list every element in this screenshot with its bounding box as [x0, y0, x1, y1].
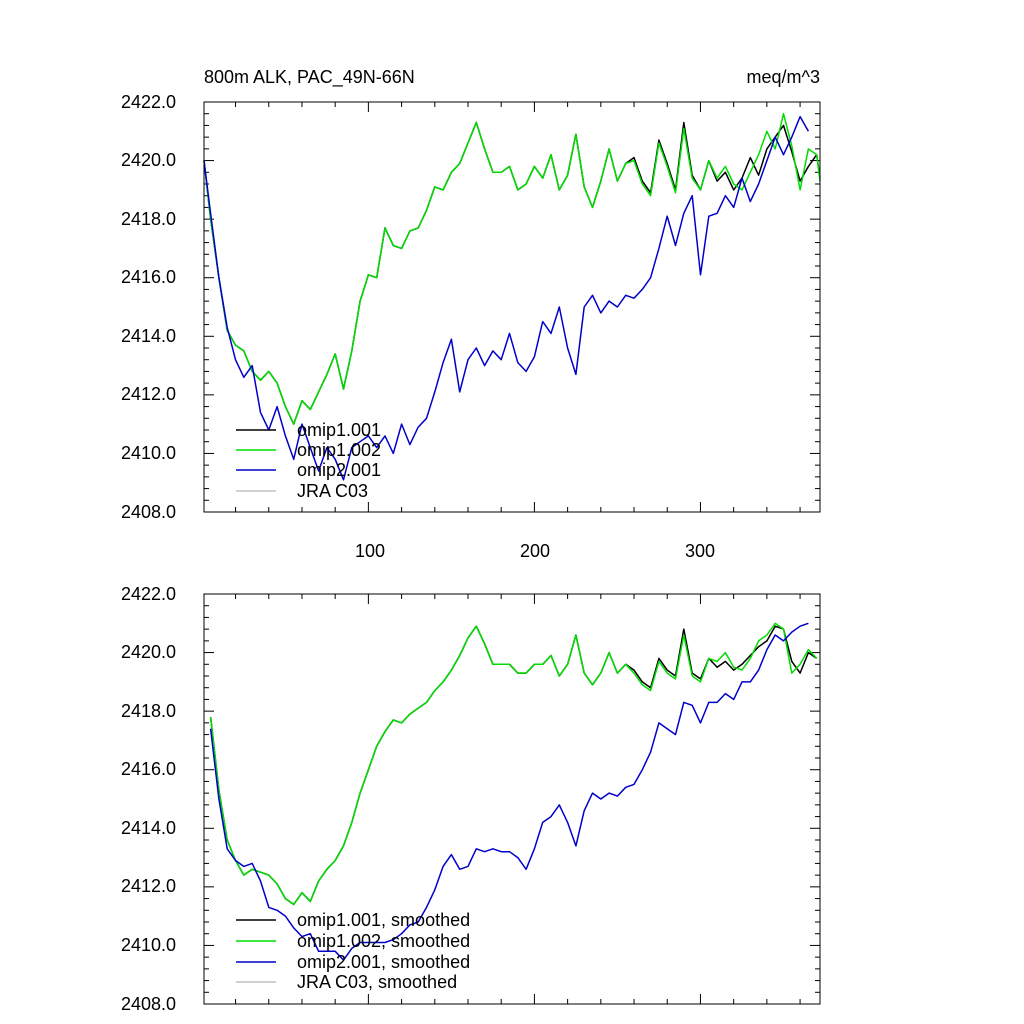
series-line-omip2-001 — [203, 115, 810, 481]
y-axis-labels: 2422.0 2420.0 2418.0 2416.0 2414.0 2412.… — [121, 92, 176, 522]
legend-label: omip2.001, smoothed — [297, 952, 470, 972]
legend-label: JRA C03, smoothed — [297, 972, 457, 992]
y-tick-label: 2410.0 — [121, 935, 176, 955]
units-label: meq/m^3 — [747, 67, 820, 87]
top-panel: 800m ALK, PAC_49N-66N meq/m^3 2422.0 242… — [121, 67, 821, 561]
x-tick-label: 200 — [520, 541, 550, 561]
y-axis-labels: 2422.0 2420.0 2418.0 2416.0 2414.0 2412.… — [121, 584, 176, 1014]
y-tick-label: 2408.0 — [121, 994, 176, 1014]
y-tick-label: 2416.0 — [121, 267, 176, 287]
series-line-omip1-001 — [203, 121, 821, 425]
series-lines — [209, 622, 818, 961]
plot-frame — [203, 101, 821, 513]
legend-label: JRA C03 — [297, 481, 368, 501]
legend-label: omip1.002, smoothed — [297, 931, 470, 951]
y-tick-label: 2410.0 — [121, 443, 176, 463]
y-tick-label: 2418.0 — [121, 701, 176, 721]
series-line-omip1-002 — [203, 112, 821, 425]
y-tick-label: 2414.0 — [121, 326, 176, 346]
chart-title: 800m ALK, PAC_49N-66N — [204, 67, 415, 88]
y-tick-label: 2422.0 — [121, 584, 176, 604]
legend: omip1.001, smoothed omip1.002, smoothed … — [236, 910, 470, 992]
series-line-omip2-001-smoothed — [209, 622, 809, 961]
legend-label: omip1.002 — [297, 440, 381, 460]
y-tick-label: 2408.0 — [121, 502, 176, 522]
minor-ticks — [204, 593, 820, 1005]
y-tick-label: 2420.0 — [121, 642, 176, 662]
legend-label: omip1.001 — [297, 420, 381, 440]
y-tick-label: 2420.0 — [121, 150, 176, 170]
legend-label: omip2.001 — [297, 460, 381, 480]
series-line-omip1-002-smoothed — [209, 622, 818, 906]
y-tick-label: 2422.0 — [121, 92, 176, 112]
x-tick-label: 300 — [685, 541, 715, 561]
y-tick-label: 2418.0 — [121, 209, 176, 229]
y-tick-label: 2416.0 — [121, 759, 176, 779]
x-tick-label: 100 — [355, 541, 385, 561]
plot-frame — [203, 593, 821, 1005]
y-tick-label: 2414.0 — [121, 818, 176, 838]
legend: omip1.001 omip1.002 omip2.001 JRA C03 — [236, 420, 381, 501]
x-axis-labels: 100 200 300 — [355, 541, 715, 561]
y-tick-label: 2412.0 — [121, 384, 176, 404]
series-lines — [203, 112, 821, 481]
legend-label: omip1.001, smoothed — [297, 910, 470, 930]
y-tick-label: 2412.0 — [121, 876, 176, 896]
bottom-panel: 2422.0 2420.0 2418.0 2416.0 2414.0 2412.… — [121, 584, 821, 1014]
